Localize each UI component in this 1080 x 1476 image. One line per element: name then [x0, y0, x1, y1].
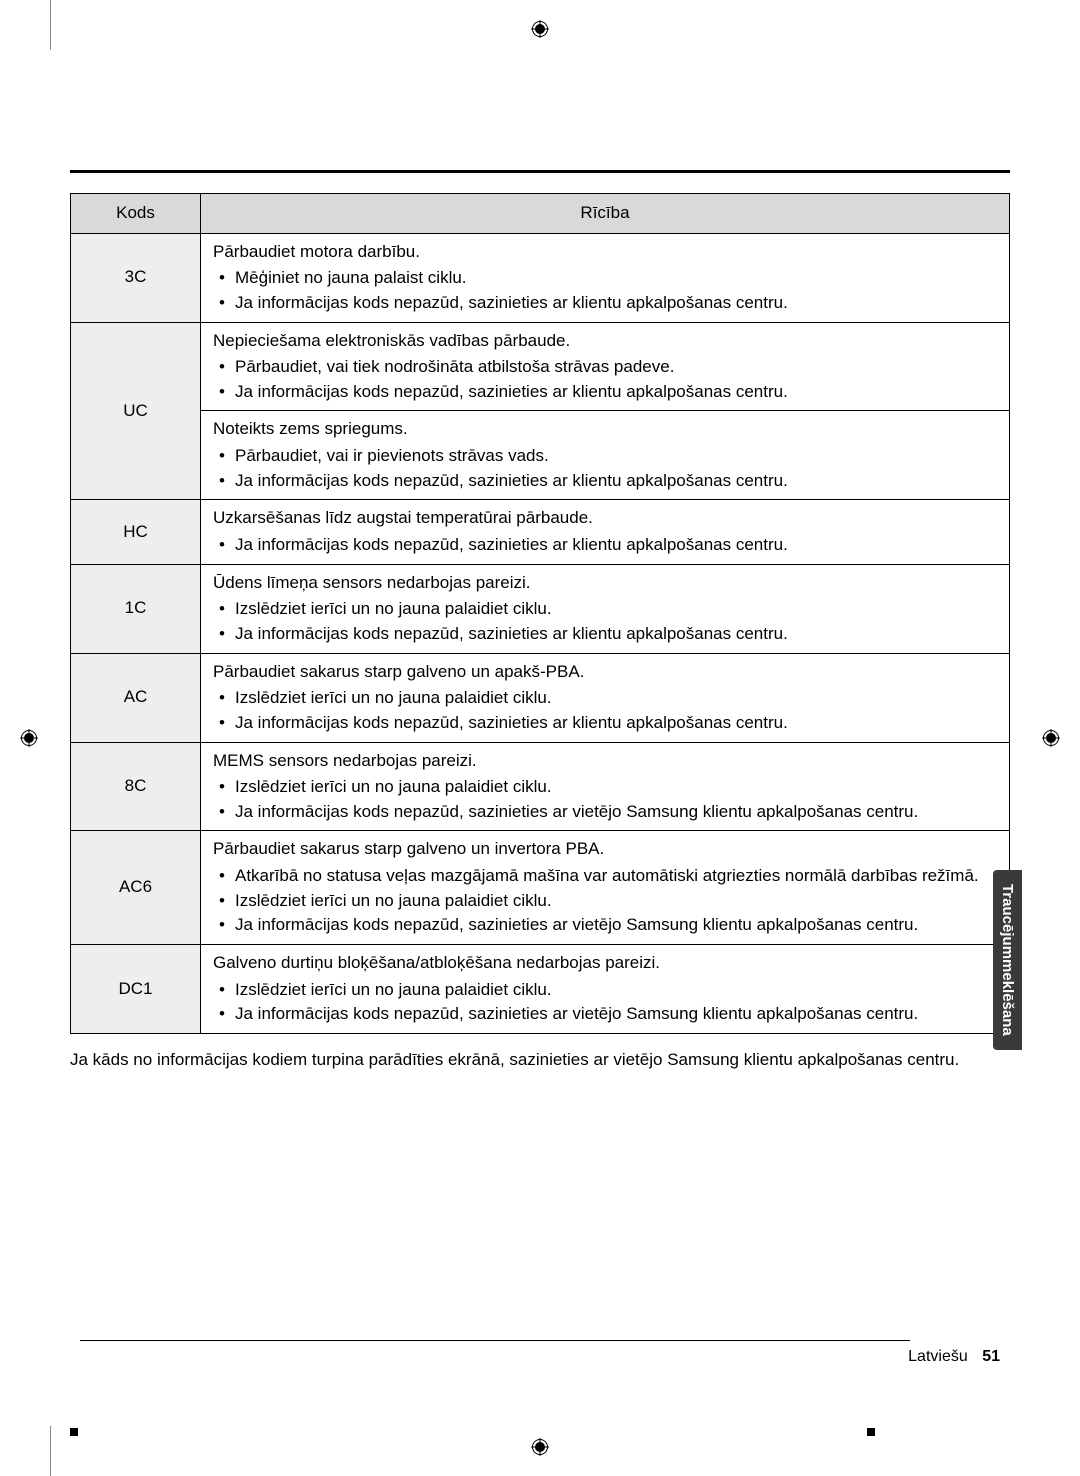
action-list: Pārbaudiet, vai ir pievienots strāvas va…: [213, 444, 997, 493]
action-list: Ja informācijas kods nepazūd, sazinietie…: [213, 533, 997, 558]
action-list-item: Atkarībā no statusa veļas mazgājamā mašī…: [213, 864, 997, 889]
action-list-item: Izslēdziet ierīci un no jauna palaidiet …: [213, 978, 997, 1003]
action-list-item: Ja informācijas kods nepazūd, sazinietie…: [213, 711, 997, 736]
action-list-item: Ja informācijas kods nepazūd, sazinietie…: [213, 622, 997, 647]
action-list: Izslēdziet ierīci un no jauna palaidiet …: [213, 978, 997, 1027]
action-list-item: Ja informācijas kods nepazūd, sazinietie…: [213, 291, 997, 316]
table-action-cell: MEMS sensors nedarbojas pareizi.Izslēdzi…: [201, 742, 1010, 831]
corner-mark: [70, 1428, 78, 1436]
table-action-cell: Pārbaudiet motora darbību.Mēģiniet no ja…: [201, 233, 1010, 322]
action-title: Uzkarsēšanas līdz augstai temperatūrai p…: [213, 506, 997, 531]
action-title: MEMS sensors nedarbojas pareizi.: [213, 749, 997, 774]
action-list-item: Ja informācijas kods nepazūd, sazinietie…: [213, 913, 997, 938]
action-list: Izslēdziet ierīci un no jauna palaidiet …: [213, 775, 997, 824]
registration-mark-top: [531, 20, 549, 38]
action-title: Pārbaudiet motora darbību.: [213, 240, 997, 265]
action-list-item: Ja informācijas kods nepazūd, sazinietie…: [213, 1002, 997, 1027]
table-action-cell: Pārbaudiet sakarus starp galveno un apak…: [201, 653, 1010, 742]
crop-line: [50, 0, 51, 50]
action-title: Noteikts zems spriegums.: [213, 417, 997, 442]
page-footer: Latviešu 51: [908, 1348, 1000, 1366]
action-list-item: Izslēdziet ierīci un no jauna palaidiet …: [213, 775, 997, 800]
action-list-item: Izslēdziet ierīci un no jauna palaidiet …: [213, 597, 997, 622]
top-rule: [70, 170, 1010, 173]
action-title: Nepieciešama elektroniskās vadības pārba…: [213, 329, 997, 354]
table-action-cell: Nepieciešama elektroniskās vadības pārba…: [201, 322, 1010, 411]
action-list-item: Ja informācijas kods nepazūd, sazinietie…: [213, 380, 997, 405]
table-code-cell: 3C: [71, 233, 201, 322]
table-code-cell: 8C: [71, 742, 201, 831]
table-code-cell: UC: [71, 322, 201, 500]
table-code-cell: DC1: [71, 945, 201, 1034]
footnote: Ja kāds no informācijas kodiem turpina p…: [70, 1048, 1010, 1073]
table-code-cell: 1C: [71, 564, 201, 653]
footer-page-number: 51: [982, 1348, 1000, 1365]
table-action-cell: Ūdens līmeņa sensors nedarbojas pareizi.…: [201, 564, 1010, 653]
corner-mark: [867, 1428, 875, 1436]
action-list-item: Ja informācijas kods nepazūd, sazinietie…: [213, 533, 997, 558]
footer-language: Latviešu: [908, 1348, 968, 1365]
action-list: Atkarībā no statusa veļas mazgājamā mašī…: [213, 864, 997, 938]
footer-rule: [80, 1340, 910, 1341]
action-title: Pārbaudiet sakarus starp galveno un apak…: [213, 660, 997, 685]
action-list-item: Pārbaudiet, vai ir pievienots strāvas va…: [213, 444, 997, 469]
section-tab: Traucējummeklēšana: [993, 870, 1022, 1050]
action-list: Izslēdziet ierīci un no jauna palaidiet …: [213, 686, 997, 735]
table-code-cell: HC: [71, 500, 201, 564]
action-list-item: Ja informācijas kods nepazūd, sazinietie…: [213, 469, 997, 494]
registration-mark-left: [20, 729, 38, 747]
col-header-code: Kods: [71, 194, 201, 234]
action-list-item: Izslēdziet ierīci un no jauna palaidiet …: [213, 686, 997, 711]
action-list: Izslēdziet ierīci un no jauna palaidiet …: [213, 597, 997, 646]
action-list: Pārbaudiet, vai tiek nodrošināta atbilst…: [213, 355, 997, 404]
registration-mark-bottom: [531, 1438, 549, 1456]
action-list-item: Ja informācijas kods nepazūd, sazinietie…: [213, 800, 997, 825]
action-list-item: Pārbaudiet, vai tiek nodrošināta atbilst…: [213, 355, 997, 380]
registration-mark-right: [1042, 729, 1060, 747]
crop-line: [50, 1426, 51, 1476]
action-title: Ūdens līmeņa sensors nedarbojas pareizi.: [213, 571, 997, 596]
col-header-action: Rīcība: [201, 194, 1010, 234]
table-code-cell: AC: [71, 653, 201, 742]
table-action-cell: Pārbaudiet sakarus starp galveno un inve…: [201, 831, 1010, 945]
table-action-cell: Galveno durtiņu bloķēšana/atbloķēšana ne…: [201, 945, 1010, 1034]
action-list-item: Mēģiniet no jauna palaist ciklu.: [213, 266, 997, 291]
table-action-cell: Noteikts zems spriegums.Pārbaudiet, vai …: [201, 411, 1010, 500]
table-code-cell: AC6: [71, 831, 201, 945]
error-codes-table: Kods Rīcība 3CPārbaudiet motora darbību.…: [70, 193, 1010, 1034]
action-title: Pārbaudiet sakarus starp galveno un inve…: [213, 837, 997, 862]
action-list-item: Izslēdziet ierīci un no jauna palaidiet …: [213, 889, 997, 914]
table-action-cell: Uzkarsēšanas līdz augstai temperatūrai p…: [201, 500, 1010, 564]
action-title: Galveno durtiņu bloķēšana/atbloķēšana ne…: [213, 951, 997, 976]
action-list: Mēģiniet no jauna palaist ciklu.Ja infor…: [213, 266, 997, 315]
